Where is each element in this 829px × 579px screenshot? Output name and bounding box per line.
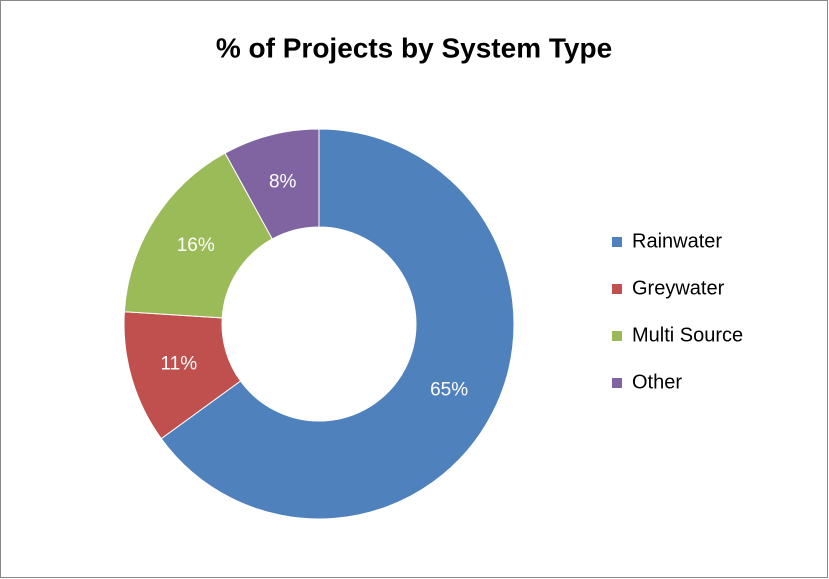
legend-swatch: [612, 284, 622, 294]
legend-swatch: [612, 237, 622, 247]
chart-title: % of Projects by System Type: [216, 32, 612, 63]
data-label: 16%: [177, 235, 215, 256]
data-label: 8%: [269, 172, 297, 193]
legend-swatch: [612, 331, 622, 341]
data-label: 11%: [160, 354, 197, 375]
legend-label: Multi Source: [632, 324, 743, 346]
legend-label: Rainwater: [632, 230, 722, 252]
data-label: 65%: [430, 379, 468, 400]
donut-slice: [224, 128, 320, 240]
donut-slice: [160, 128, 515, 520]
legend-label: Greywater: [632, 277, 725, 299]
donut-slice: [123, 152, 273, 319]
legend-label: Other: [632, 371, 682, 393]
legend-swatch: [612, 378, 622, 388]
